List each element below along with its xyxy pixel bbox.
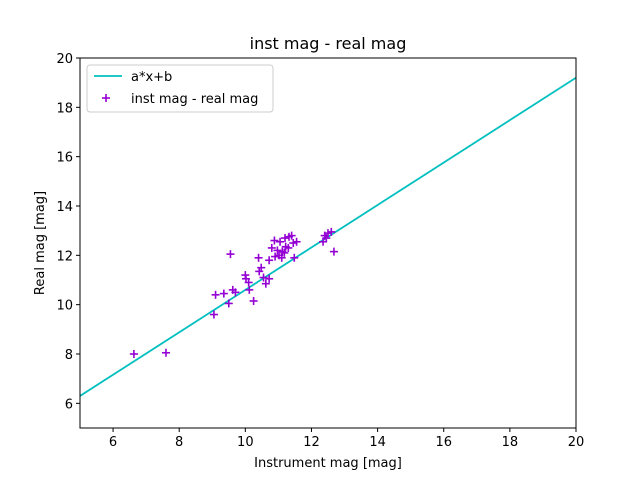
plot-frame	[79, 57, 577, 429]
legend-label-scatter: inst mag - real mag	[131, 92, 258, 107]
y-tick-label: 16	[56, 151, 73, 166]
scatter-point	[254, 253, 263, 262]
legend-marker-swatch	[102, 94, 110, 102]
x-tick-label: 14	[369, 435, 386, 450]
x-axis: 6 8 10 12 14 16 18 20	[109, 428, 584, 450]
scatter-point	[129, 350, 138, 358]
x-tick-label: 20	[568, 435, 585, 450]
scatter-point	[284, 243, 293, 252]
scatter-point	[281, 234, 290, 243]
x-tick-label: 18	[502, 435, 519, 450]
plot-area	[79, 57, 577, 429]
scatter-point	[231, 288, 240, 297]
y-tick-label: 10	[56, 299, 73, 314]
scatter-point	[322, 234, 331, 243]
y-tick-label: 6	[65, 397, 73, 412]
legend-label-fit: a*x+b	[131, 70, 172, 85]
scatter-point	[161, 348, 170, 357]
scatter-point	[329, 247, 338, 256]
y-axis-label: Real mag [mag]	[33, 191, 48, 295]
scatter-point	[219, 289, 228, 298]
series-layer	[80, 76, 576, 397]
scatter-point	[265, 256, 274, 265]
scatter-point	[259, 273, 268, 282]
scatter-point	[244, 278, 253, 287]
scatter-point	[265, 274, 274, 283]
x-tick-label: 8	[175, 435, 183, 450]
scatter-point	[267, 243, 276, 252]
y-tick-label: 14	[56, 200, 73, 215]
legend-box	[86, 64, 274, 113]
x-tick-label: 12	[303, 435, 320, 450]
x-axis-label: Instrument mag [mag]	[254, 456, 402, 471]
y-tick-label: 8	[65, 348, 73, 363]
scatter-point	[271, 252, 280, 261]
scatter-point	[226, 250, 235, 259]
scatter-point	[290, 253, 299, 262]
y-tick-label: 12	[56, 249, 73, 264]
scatter-point	[280, 248, 289, 257]
y-tick-label: 18	[56, 101, 73, 116]
chart-title: inst mag - real mag	[250, 34, 407, 53]
scatter-point	[209, 310, 218, 319]
x-tick-label: 10	[237, 435, 254, 450]
legend: a*x+b inst mag - real mag	[86, 64, 274, 113]
x-tick-label: 6	[109, 435, 117, 450]
scatter-point	[261, 279, 270, 288]
scatter-point	[245, 285, 254, 294]
scatter-point	[211, 290, 220, 299]
scatter-point	[270, 236, 279, 245]
scatter-point	[276, 237, 285, 246]
y-tick-label: 20	[56, 52, 73, 67]
x-tick-label: 16	[435, 435, 452, 450]
scatter-point	[327, 227, 336, 236]
scatter-point	[257, 263, 266, 272]
scatter-point	[273, 246, 282, 255]
scatter-point	[224, 299, 233, 308]
scatter-point	[292, 237, 301, 246]
y-axis: 6 8 10 12 14 16 18 20	[56, 52, 80, 412]
scatter-point	[287, 231, 296, 240]
scatter-point	[249, 296, 258, 305]
